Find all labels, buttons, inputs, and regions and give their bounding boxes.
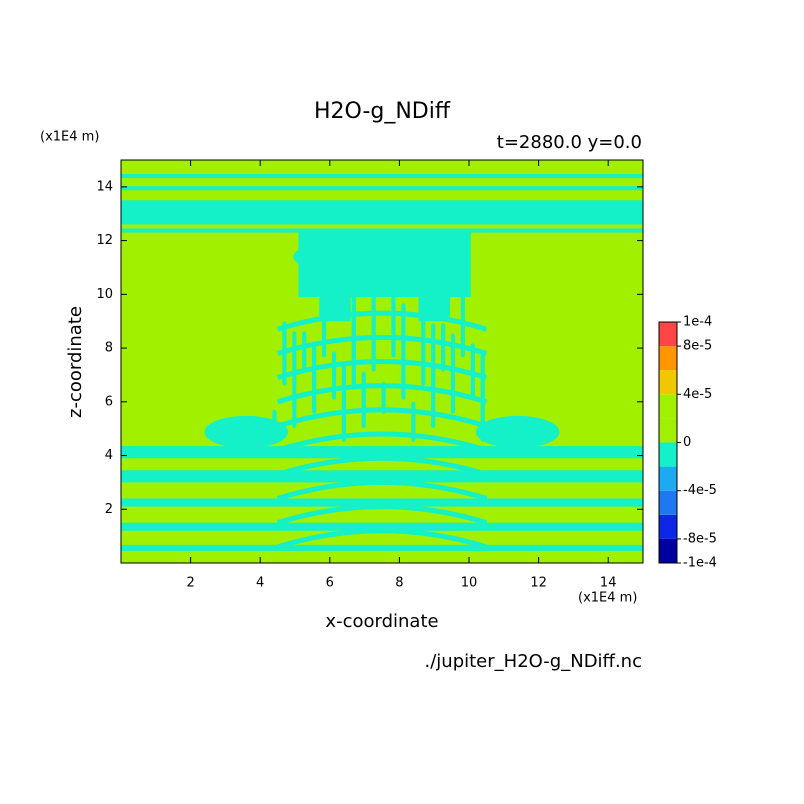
- plot-frame: [120, 159, 644, 564]
- colorbar-bin: [659, 514, 677, 539]
- source-file: ./jupiter_H2O-g_NDiff.nc: [425, 651, 643, 672]
- contour-region: [391, 292, 396, 358]
- x-tick-label: 2: [186, 576, 194, 591]
- contour-region: [121, 470, 643, 483]
- y-axis-label: z-coordinate: [65, 306, 86, 418]
- contour-region: [321, 252, 327, 358]
- contour-region: [121, 186, 643, 191]
- x-tick-label: 12: [530, 576, 547, 591]
- contour-region: [361, 371, 366, 428]
- contour-region: [371, 282, 376, 372]
- contour-region: [272, 409, 277, 443]
- y-tick-label: 4: [105, 448, 113, 463]
- contour-region: [276, 431, 488, 453]
- contour-region: [341, 361, 346, 443]
- colorbar-bin: [659, 466, 677, 491]
- colorbar-bin: [659, 442, 677, 467]
- chart-title: H2O-g_NDiff: [314, 99, 451, 124]
- contour-region: [276, 383, 488, 405]
- y-tick-label: 14: [96, 179, 113, 194]
- axes: 2 4 6 8 10 12 14 2 4 6 8 10 12 14: [96, 159, 644, 591]
- colorbar-bin: [659, 490, 677, 515]
- contour-region: [293, 236, 471, 277]
- x-tick-label: 6: [326, 576, 334, 591]
- contour-region: [121, 522, 643, 531]
- contour-region: [440, 323, 446, 372]
- y-unit: (x1E4 m): [40, 130, 99, 145]
- colorbar-bin: [659, 538, 677, 563]
- chart-subtitle: t=2880.0 y=0.0: [497, 132, 642, 153]
- x-unit: (x1E4 m): [578, 591, 637, 606]
- contour-region: [121, 228, 643, 233]
- field: [121, 160, 643, 563]
- contour-region: [460, 244, 465, 358]
- contour-region: [121, 544, 643, 551]
- y-tick-label: 8: [105, 341, 113, 356]
- colorbar-tick-label: -1e-4: [683, 556, 717, 571]
- contour-region: [292, 331, 297, 428]
- colorbar: 1e-4 8e-5 4e-5 0 -4e-5 -8e-5 -1e-4: [658, 315, 717, 571]
- contour-region: [475, 415, 560, 449]
- contour-region: [276, 479, 488, 501]
- colorbar-bin: [659, 322, 677, 347]
- x-tick-label: 14: [600, 576, 617, 591]
- contour-region: [276, 334, 488, 356]
- contour-region: [401, 303, 406, 400]
- contour-region: [276, 359, 488, 381]
- x-tick-label: 8: [395, 576, 403, 591]
- contour-region: [276, 455, 488, 477]
- colorbar-bin: [659, 346, 677, 371]
- y-tick-label: 6: [105, 394, 113, 409]
- contour-region: [421, 313, 426, 386]
- contour-region: [331, 351, 337, 400]
- colorbar-tick-label: 4e-5: [683, 387, 712, 402]
- contour-region: [276, 528, 488, 550]
- contour-region: [276, 504, 488, 526]
- contour-region: [276, 407, 488, 429]
- x-axis-label: x-coordinate: [325, 611, 438, 632]
- x-tick-label: 10: [461, 576, 478, 591]
- contour-region: [121, 174, 643, 179]
- colorbar-tick-label: -8e-5: [683, 531, 717, 546]
- contour-region: [302, 331, 307, 372]
- colorbar-bin: [659, 370, 677, 395]
- contour-region: [276, 310, 488, 332]
- colorbar-bin: [659, 394, 677, 419]
- contour-region: [204, 415, 289, 449]
- contour-region: [381, 381, 386, 414]
- contour-region: [121, 200, 643, 225]
- contour-region: [121, 498, 643, 507]
- colorbar-tick-label: 8e-5: [683, 339, 712, 354]
- colorbar-tick-label: 1e-4: [683, 315, 712, 330]
- y-tick-label: 2: [105, 502, 113, 517]
- contour-region: [351, 272, 356, 386]
- contour-region: [121, 446, 643, 459]
- contour-region: [431, 323, 436, 428]
- colorbar-bin: [659, 418, 677, 443]
- x-tick-label: 4: [256, 576, 264, 591]
- contour-region: [312, 341, 317, 414]
- y-tick-label: 12: [96, 233, 113, 248]
- colorbar-tick-label: -4e-5: [683, 483, 717, 498]
- y-tick-label: 10: [96, 287, 113, 302]
- colorbar-tick-label: 0: [683, 435, 691, 450]
